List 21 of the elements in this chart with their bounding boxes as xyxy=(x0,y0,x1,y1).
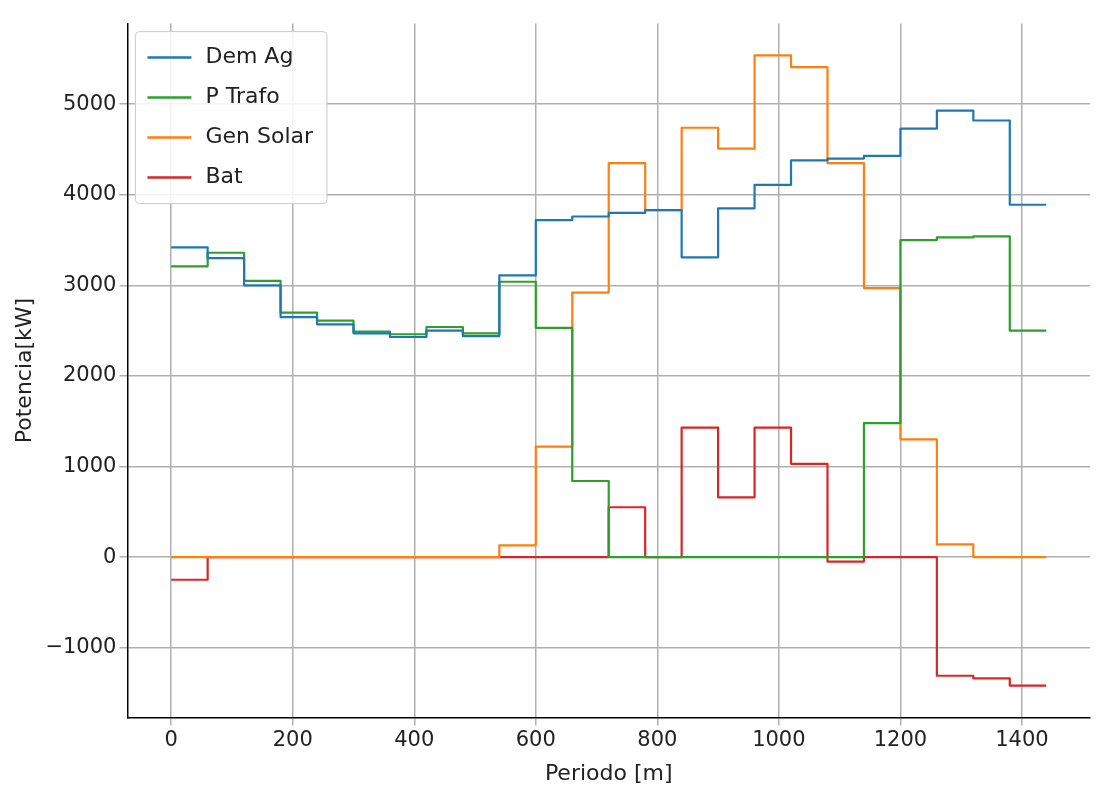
x-tick-label: 1200 xyxy=(873,727,928,752)
x-tick-label: 1000 xyxy=(752,727,806,752)
x-tick-label: 200 xyxy=(272,727,313,752)
x-tick-label: 1400 xyxy=(995,727,1049,752)
legend-label: Gen Solar xyxy=(205,123,314,149)
legend-label: Bat xyxy=(205,163,244,189)
x-tick-label: 600 xyxy=(515,727,556,752)
y-tick-label: −1000 xyxy=(45,634,117,659)
y-tick-label: 1000 xyxy=(62,452,117,477)
y-tick-label: 2000 xyxy=(62,362,117,387)
legend-label: P Trafo xyxy=(205,83,280,109)
y-axis-title: Potencia[kW] xyxy=(10,297,36,444)
y-tick-label: 5000 xyxy=(62,90,117,115)
y-tick-label: 0 xyxy=(103,543,117,568)
x-axis-title: Periodo [m] xyxy=(544,759,673,785)
x-tick-label: 400 xyxy=(394,727,435,752)
x-tick-label: 800 xyxy=(637,727,678,752)
y-tick-label: 4000 xyxy=(62,181,117,206)
legend-label: Dem Ag xyxy=(205,43,294,69)
y-tick-label: 3000 xyxy=(62,271,117,296)
x-tick-label: 0 xyxy=(164,727,178,752)
